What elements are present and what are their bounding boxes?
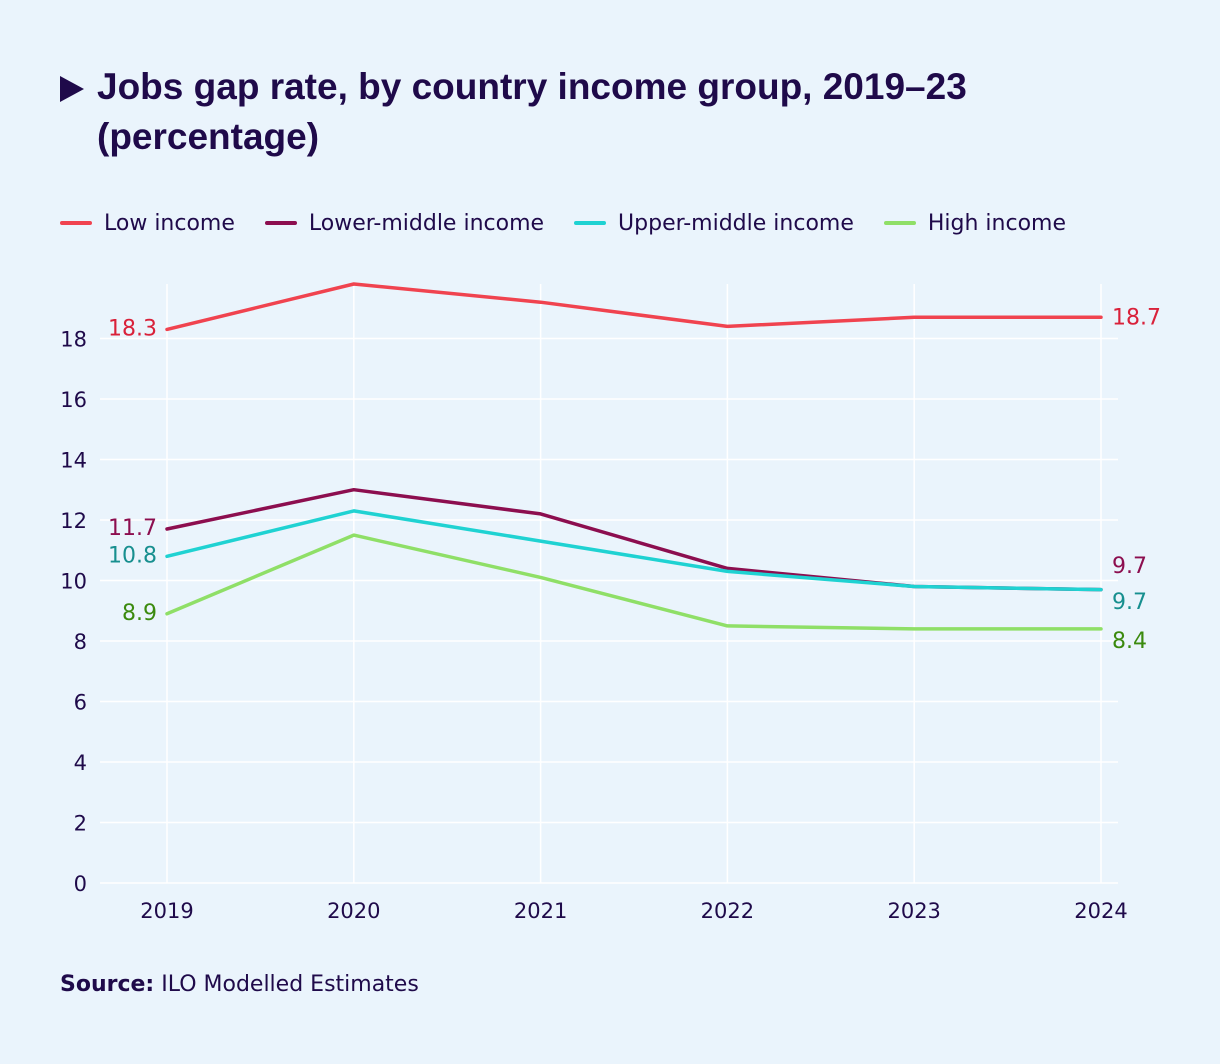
chart-title-block: Jobs gap rate, by country income group, … <box>60 62 1160 162</box>
y-axis: 0 2 4 6 8 10 12 14 16 18 <box>60 327 87 896</box>
play-arrow-icon <box>60 76 84 102</box>
legend-item-lower-middle-income[interactable]: Lower-middle income <box>264 210 545 236</box>
start-label-high-income: 8.9 <box>122 601 157 626</box>
y-tick-label-14: 14 <box>60 448 87 472</box>
x-tick-label-2019: 2019 <box>140 899 193 923</box>
source-text: ILO Modelled Estimates <box>161 972 419 997</box>
series-line-high-income <box>165 533 1103 631</box>
legend-label-upper-middle-income: Upper-middle income <box>618 210 854 236</box>
end-label-high-income: 8.4 <box>1112 629 1147 654</box>
series-line-lower-middle-income <box>165 487 1103 592</box>
x-tick-label-2023: 2023 <box>887 899 940 923</box>
x-tick-label-2024: 2024 <box>1074 899 1127 923</box>
x-tick-label-2021: 2021 <box>514 899 567 923</box>
start-label-low-income: 18.3 <box>108 316 157 341</box>
x-tick-label-2022: 2022 <box>701 899 754 923</box>
source-note: Source: ILO Modelled Estimates <box>60 972 419 997</box>
series-line-upper-middle-income <box>165 509 1103 592</box>
legend-swatch-lower-middle-income <box>264 221 297 225</box>
y-tick-label-16: 16 <box>60 388 87 412</box>
y-tick-label-0: 0 <box>74 872 87 896</box>
chart-data-labels: 18.3 18.7 11.7 9.7 10.8 9.7 8.9 8.4 <box>108 305 1161 654</box>
y-tick-label-8: 8 <box>74 630 87 654</box>
legend-swatch-low-income <box>60 221 92 225</box>
source-label: Source: <box>60 972 155 997</box>
legend-item-high-income[interactable]: High income <box>883 210 1067 236</box>
start-label-lower-middle-income: 11.7 <box>108 516 157 541</box>
y-tick-label-12: 12 <box>60 509 87 533</box>
chart-legend: Low income Lower-middle income Upper-mid… <box>60 207 1096 239</box>
chart-title: Jobs gap rate, by country income group, … <box>97 66 967 157</box>
end-label-lower-middle-income: 9.7 <box>1112 554 1147 579</box>
chart-gridlines <box>100 284 1118 884</box>
legend-item-upper-middle-income[interactable]: Upper-middle income <box>574 211 854 236</box>
y-tick-label-18: 18 <box>60 327 87 351</box>
legend-swatch-upper-middle-income <box>574 221 607 225</box>
series-line-low-income <box>165 282 1103 332</box>
y-tick-label-4: 4 <box>74 751 87 775</box>
legend-label-low-income: Low income <box>104 210 235 236</box>
end-label-low-income: 18.7 <box>1112 305 1161 330</box>
y-tick-label-10: 10 <box>60 569 87 593</box>
y-tick-label-2: 2 <box>74 811 87 835</box>
legend-label-lower-middle-income: Lower-middle income <box>308 210 545 236</box>
x-axis: 2019 2020 2021 2022 2023 2024 <box>140 899 1127 923</box>
legend-swatch-high-income <box>883 221 916 225</box>
legend-label-high-income: High income <box>927 210 1067 236</box>
end-label-upper-middle-income: 9.7 <box>1112 590 1147 615</box>
chart-series <box>165 282 1103 631</box>
legend-item-low-income[interactable]: Low income <box>60 211 235 236</box>
start-label-upper-middle-income: 10.8 <box>108 543 157 568</box>
x-tick-label-2020: 2020 <box>327 899 380 923</box>
y-tick-label-6: 6 <box>74 690 87 714</box>
